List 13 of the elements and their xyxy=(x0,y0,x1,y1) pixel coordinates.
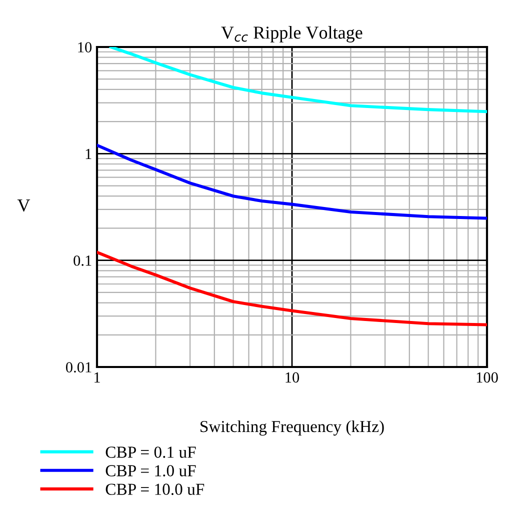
legend-label: CBP = 10.0 uF xyxy=(106,484,204,496)
y-tick-label: 0.1 xyxy=(74,255,92,266)
y-tick-label: 0.01 xyxy=(66,362,92,373)
x-tick-label: 1 xyxy=(94,372,100,382)
legend-label: CBP = 1.0 uF xyxy=(106,465,196,476)
x-tick-label: 10 xyxy=(286,372,300,383)
chart-title: V$_{cc}$ Ripple Voltage xyxy=(221,26,362,42)
y-tick-label: 10 xyxy=(78,42,92,52)
legend-label: CBP = 0.1 uF xyxy=(106,446,196,458)
x-axis-title: Switching Frequency (kHz) xyxy=(200,420,384,436)
y-tick-label: 1 xyxy=(86,148,92,159)
x-tick-label: 100 xyxy=(476,372,498,383)
y-axis-title: V xyxy=(17,200,30,212)
